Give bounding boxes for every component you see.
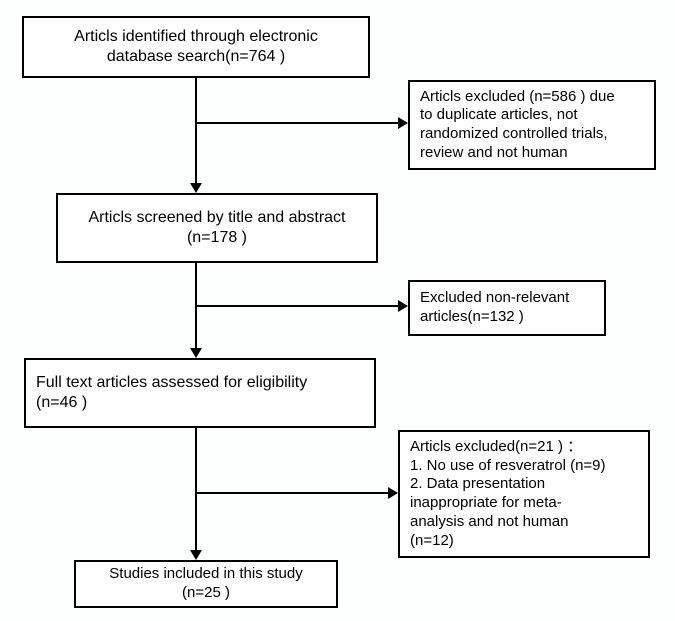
connector-seg1 (195, 78, 197, 183)
arrowhead-branch2 (398, 300, 408, 312)
node-screened-label: Articls screened by title and abstract (… (68, 208, 366, 248)
node-screened: Articls screened by title and abstract (… (56, 193, 378, 263)
node-fulltext-label: Full text articles assessed for eligibil… (36, 373, 364, 413)
connector-branch3 (196, 492, 388, 494)
node-identified: Articls identified through electronic da… (22, 16, 370, 78)
node-excluded-1-label: Articls excluded (n=586 ) due to duplica… (420, 88, 644, 163)
connector-branch1 (196, 122, 398, 124)
node-included: Studies included in this study (n=25 ) (74, 560, 338, 608)
arrowhead-branch1 (398, 117, 408, 129)
node-excluded-1: Articls excluded (n=586 ) due to duplica… (408, 80, 656, 170)
node-excluded-3-label: Articls excluded(n=21 ) ： 1. No use of r… (410, 438, 638, 551)
node-excluded-3: Articls excluded(n=21 ) ： 1. No use of r… (398, 430, 650, 558)
connector-seg3 (195, 428, 197, 550)
node-included-label: Studies included in this study (n=25 ) (86, 565, 326, 603)
arrowhead-seg3 (190, 550, 202, 560)
connector-branch2 (196, 305, 398, 307)
arrowhead-seg2 (190, 348, 202, 358)
node-identified-label: Articls identified through electronic da… (34, 27, 358, 67)
arrowhead-branch3 (388, 487, 398, 499)
node-excluded-2-label: Excluded non-relevant articles(n=132 ) (420, 289, 594, 327)
arrowhead-seg1 (190, 183, 202, 193)
node-excluded-2: Excluded non-relevant articles(n=132 ) (408, 280, 606, 336)
node-fulltext: Full text articles assessed for eligibil… (24, 358, 376, 428)
